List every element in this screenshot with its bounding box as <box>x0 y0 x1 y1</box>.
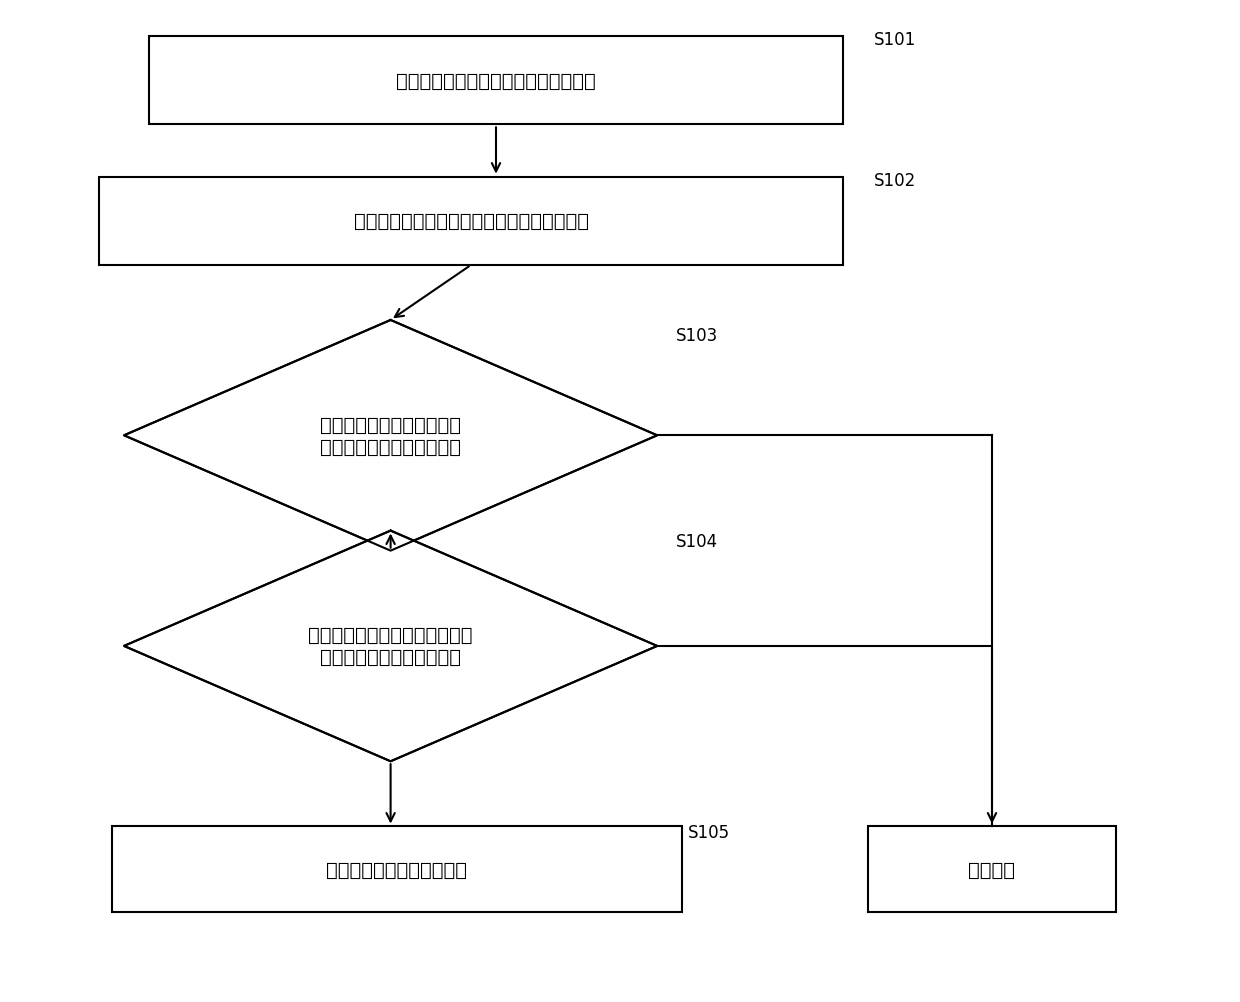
Text: 获取空调在运行制冷时的室外环境温度: 获取空调在运行制冷时的室外环境温度 <box>396 72 596 90</box>
FancyBboxPatch shape <box>112 827 682 912</box>
Text: S101: S101 <box>874 31 916 49</box>
Text: 判断室外环境温度是否大于
或者等于第一室外温度阈值: 判断室外环境温度是否大于 或者等于第一室外温度阈值 <box>320 416 461 456</box>
Text: S103: S103 <box>676 327 718 345</box>
Text: S104: S104 <box>676 532 718 550</box>
FancyBboxPatch shape <box>149 37 843 125</box>
Polygon shape <box>124 531 657 762</box>
Text: S105: S105 <box>688 823 730 841</box>
FancyBboxPatch shape <box>99 177 843 266</box>
Text: 判断压缩机的吸气温度是否小于
或者等于第一吸气温度阈值: 判断压缩机的吸气温度是否小于 或者等于第一吸气温度阈值 <box>309 626 472 666</box>
Text: 触发空调进入结冰保护模式: 触发空调进入结冰保护模式 <box>326 860 467 879</box>
Text: 获取空调在运行制冷模式时压缩机的吸气温度: 获取空调在运行制冷模式时压缩机的吸气温度 <box>353 212 589 230</box>
Text: 流程结束: 流程结束 <box>968 860 1016 879</box>
Text: S102: S102 <box>874 171 916 189</box>
FancyBboxPatch shape <box>868 827 1116 912</box>
Polygon shape <box>124 321 657 551</box>
